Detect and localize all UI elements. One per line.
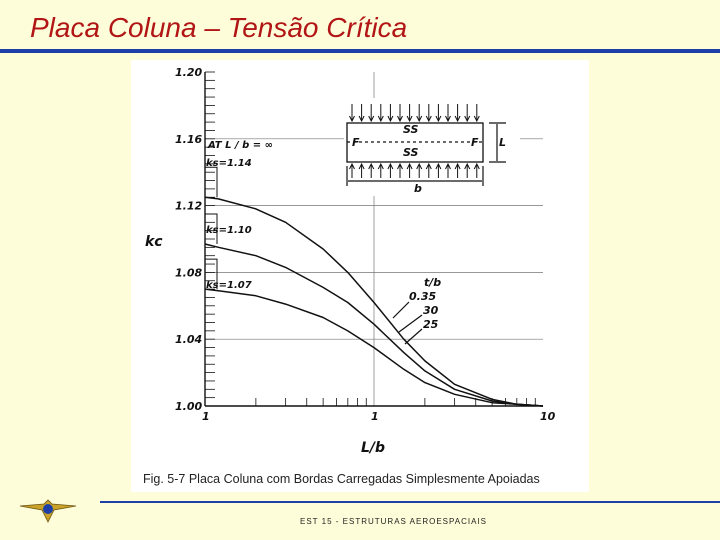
load-arrow-head: [454, 162, 461, 170]
ks-step-3: [205, 258, 218, 290]
inset-right-label: F: [471, 136, 479, 149]
y-tick-label: 1.12: [175, 200, 202, 213]
slide-title: Placa Coluna – Tensão Crítica: [30, 12, 408, 43]
series-line-2: [204, 243, 544, 407]
y-tick-label: 1.00: [175, 400, 202, 413]
legend-item-2: 30: [423, 304, 439, 317]
y-tick-label: 1.20: [175, 66, 202, 79]
y-axis-label: kc: [145, 234, 163, 250]
legend-leaders: [392, 301, 423, 345]
load-arrow-head: [425, 115, 432, 123]
load-arrow-head: [435, 162, 442, 170]
limit-note: AT L / b = ∞: [207, 140, 273, 151]
title-divider: [0, 49, 720, 53]
load-arrow-head: [377, 115, 384, 123]
load-arrow-head: [349, 162, 355, 170]
x-tick-label: 1: [202, 410, 210, 423]
series-lines: [204, 166, 544, 407]
load-arrow-head: [464, 115, 471, 123]
inset-left-label: F: [352, 136, 360, 149]
x-tick-label: 10: [540, 410, 556, 423]
load-arrow-head: [387, 162, 394, 170]
inset-length-label: L: [499, 136, 506, 149]
load-arrow-head: [445, 115, 451, 123]
load-arrow-head: [406, 115, 413, 123]
series-line-1: [204, 196, 544, 407]
inset-width-label: b: [414, 182, 422, 195]
load-arrow-head: [464, 162, 471, 170]
footer-text: EST 15 - ESTRUTURAS AEROESPACIAIS: [300, 517, 487, 526]
load-arrow-head: [445, 162, 451, 170]
top-load-arrows: [349, 104, 480, 123]
load-arrow-head: [349, 115, 355, 123]
load-arrow-head: [387, 115, 394, 123]
series-line-3: [204, 288, 544, 407]
legend-item-1: 0.35: [409, 290, 436, 303]
inset-top-label: SS: [403, 123, 419, 136]
load-arrow-head: [397, 162, 403, 170]
bottom-load-arrows: [349, 162, 480, 178]
load-arrow-head: [406, 162, 413, 170]
load-arrow-head: [358, 115, 365, 123]
legend-header: t/b: [424, 276, 441, 289]
load-arrow-head: [454, 115, 461, 123]
institution-logo: [19, 499, 77, 523]
load-arrow-head: [368, 162, 375, 170]
load-arrow-head: [435, 115, 442, 123]
tick-labels: 1.201.161.121.081.041.001 1 10: [175, 66, 556, 423]
load-arrow-head: [377, 162, 384, 170]
load-arrow-head: [425, 162, 432, 170]
y-tick-label: 1.16: [175, 133, 202, 146]
footer-divider: [100, 501, 720, 503]
ks-step-2: [205, 213, 218, 245]
inset-bottom-label: SS: [403, 146, 419, 159]
load-arrow-head: [473, 115, 480, 123]
y-tick-label: 1.08: [175, 266, 202, 279]
legend-item-3: 25: [423, 318, 439, 331]
x-tick-label: 1: [371, 410, 379, 423]
load-arrow-head: [416, 115, 423, 123]
figure-panel: 1.20 1.16 1.12 1.08 1.04 1.00 1 1 10 kc L/b AT L…: [131, 60, 589, 492]
load-arrow-head: [473, 162, 480, 170]
kc-chart: 1.201.161.121.081.041.001 1 10 kc L/b AT L…: [145, 66, 556, 456]
load-arrow-head: [358, 162, 365, 170]
y-tick-label: 1.04: [175, 333, 202, 346]
ks-label-2: ks=1.10: [206, 225, 252, 236]
load-arrow-head: [416, 162, 423, 170]
figure-caption: Fig. 5-7 Placa Coluna com Bordas Carrega…: [143, 472, 540, 486]
ks-step-1: [205, 166, 218, 198]
x-axis-label: L/b: [361, 440, 385, 456]
ks-label-3: ks=1.07: [206, 280, 252, 291]
plate-inset: SS SS F F L b: [344, 98, 520, 196]
ks-label-1: ks=1.14: [206, 158, 252, 169]
load-arrow-head: [368, 115, 375, 123]
load-arrow-head: [397, 115, 403, 123]
